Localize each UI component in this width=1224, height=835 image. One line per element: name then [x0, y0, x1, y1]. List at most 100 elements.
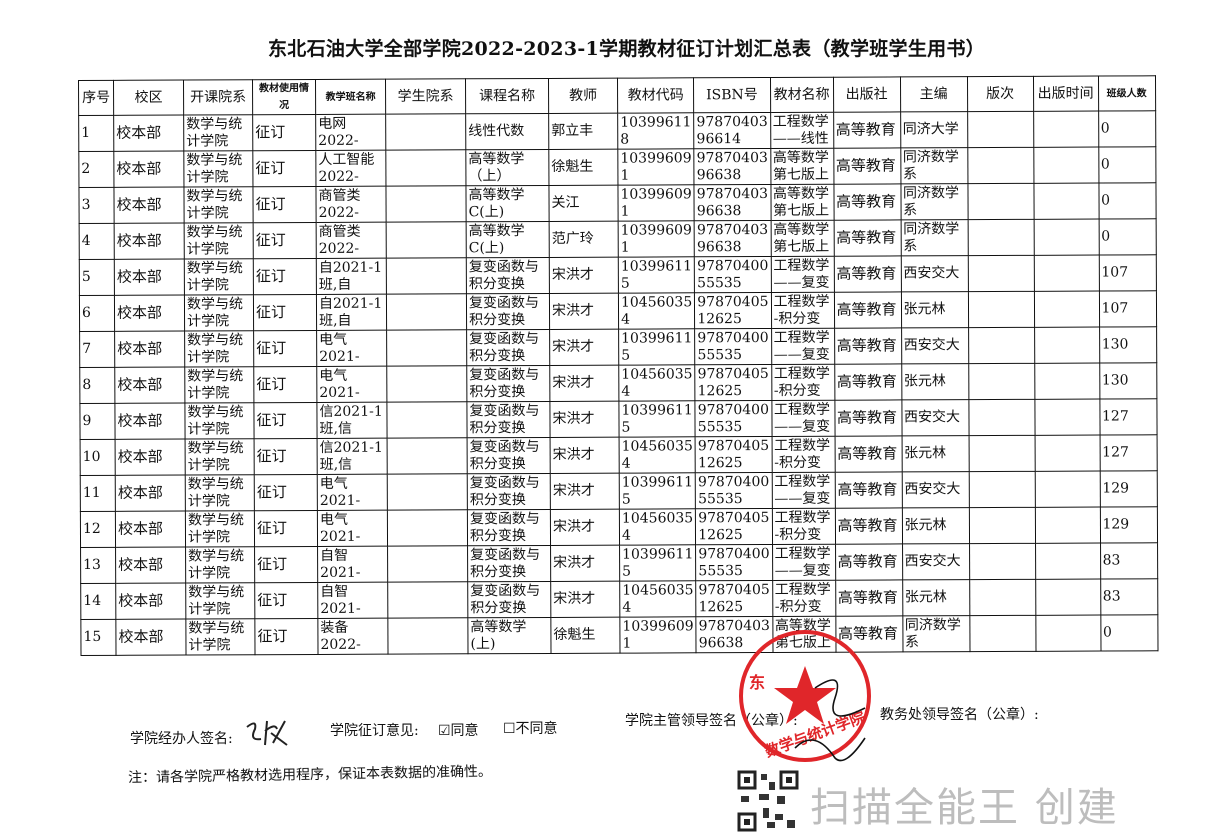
column-header: 教学班名称 [315, 79, 386, 115]
table-cell: 工程数学 -积分变 [771, 436, 835, 473]
table-cell: 宋洪才 [550, 545, 620, 582]
column-header: 出版时间 [1033, 76, 1099, 112]
table-cell: 同济数学 系 [900, 219, 968, 256]
table-cell: 97870400 55535 [695, 472, 772, 509]
table-cell: 徐魁生 [550, 617, 621, 654]
table-cell: 数学与统 计学院 [185, 510, 255, 548]
table-cell [1035, 543, 1101, 580]
leader-signature-label: 学院主管领导签名（公章）: [625, 713, 798, 729]
table-cell: 10456035 4 [618, 364, 696, 402]
table-cell: 校本部 [114, 223, 185, 260]
table-cell: 校本部 [113, 187, 185, 224]
table-cell: 97870400 55535 [694, 328, 772, 365]
disagree-checkbox[interactable]: ☐不同意 [503, 721, 558, 737]
column-header: 出版社 [833, 76, 901, 113]
table-cell: 高等教育 [835, 543, 903, 581]
table-cell: 复变函数与 积分变换 [466, 365, 550, 402]
table-cell: 14 [80, 583, 116, 620]
table-cell: 复变函数与 积分变换 [466, 329, 550, 366]
table-cell [967, 291, 1035, 328]
table-cell: 129 [1099, 506, 1158, 544]
table-cell [387, 581, 468, 619]
table-cell: 校本部 [114, 331, 185, 368]
table-cell: 商管类 2022- [315, 186, 387, 223]
table-cell: 宋洪才 [549, 257, 619, 294]
table-cell: 10399609 1 [617, 184, 695, 222]
table-cell: 高等数学 第七版上 [770, 184, 834, 221]
table-cell: 征订 [254, 618, 319, 655]
table-cell: 工程数学 ——复变 [771, 328, 835, 365]
table-cell: 97870403 96638 [694, 220, 771, 257]
table-cell: 12 [80, 511, 116, 548]
table-cell: 10399611 5 [619, 544, 696, 582]
table-cell [967, 147, 1034, 184]
table-cell: 高等教育 [834, 507, 903, 545]
table-cell [1033, 291, 1100, 328]
table-cell: 数学与统 计学院 [184, 222, 254, 260]
table-cell: 工程数学 -积分变 [771, 364, 835, 401]
handler-signature-label: 学院经办人签名: [130, 731, 233, 747]
table-cell: 电气 2021- [317, 510, 388, 547]
table-cell: 征订 [253, 402, 318, 439]
table-cell: 高等教育 [833, 147, 901, 185]
table-cell: 西安交大 [901, 471, 969, 508]
table-cell: 高等教育 [834, 327, 902, 365]
table-cell: 西安交大 [902, 543, 970, 580]
table-cell [1033, 147, 1099, 184]
table-cell: 征订 [254, 474, 318, 511]
table-cell: 张元林 [900, 291, 969, 328]
table-cell: 高等教育 [833, 111, 901, 149]
table-cell [386, 329, 467, 367]
document-title: 东北石油大学全部学院2022-2023-1学期教材征订计划汇总表（教学班学生用书… [268, 38, 986, 60]
table-cell: 107 [1098, 254, 1156, 292]
column-header: 学生院系 [385, 78, 466, 115]
table-cell: 0 [1098, 110, 1156, 148]
table-cell: 征订 [254, 582, 318, 619]
table-cell: 装备 2022- [317, 618, 389, 655]
agree-checkbox[interactable]: ☑同意 [438, 723, 479, 739]
table-cell [387, 509, 468, 547]
table-cell: 电网 2022- [315, 114, 386, 151]
table-cell [969, 543, 1036, 580]
table-cell: 高等教育 [833, 291, 902, 329]
table-cell: 校本部 [115, 583, 186, 620]
table-cell: 宋洪才 [550, 437, 620, 474]
table-cell: 张元林 [901, 507, 970, 544]
table-cell: 127 [1099, 434, 1157, 472]
table-cell: 同济数学 系 [900, 147, 968, 184]
table-cell [385, 149, 466, 187]
table-cell: 自智 2021- [317, 546, 388, 583]
table-cell: 电气 2021- [316, 330, 387, 367]
table-cell: 数学与统 计学院 [184, 330, 254, 368]
table-cell: 数学与统 计学院 [183, 186, 254, 224]
table-cell: 复变函数与 积分变换 [467, 545, 551, 582]
table-cell: 高等教育 [833, 219, 901, 257]
table-cell [1033, 183, 1099, 220]
table-cell [1034, 471, 1100, 508]
table-cell [968, 399, 1035, 436]
table-cell: 校本部 [115, 439, 186, 476]
table-cell [385, 113, 466, 151]
table-cell: 张元林 [902, 579, 970, 616]
table-cell: 复变函数与 积分变换 [467, 473, 551, 510]
table-cell: 校本部 [114, 367, 185, 404]
table-cell: 西安交大 [901, 327, 969, 364]
table-cell [967, 183, 1034, 220]
table-cell: 高等数学 第七版上 [770, 220, 834, 257]
column-header: 主编 [900, 76, 968, 112]
table-cell: 数学与统 计学院 [185, 618, 256, 656]
table-cell [967, 111, 1034, 148]
table-cell: 线性代数 [465, 113, 549, 150]
table-cell: 高等数学 C(上) [466, 221, 550, 258]
table-cell: 97870405 12625 [695, 580, 773, 617]
table-cell [968, 435, 1035, 472]
table-cell: 关江 [548, 185, 619, 222]
table-cell: 工程数学 ——复变 [771, 400, 835, 437]
table-row: 7 校本部 数学与统 计学院 征订 电气 2021- 复变函数与 积分变换 宋洪才 10399… [79, 326, 1157, 368]
table-cell: 征订 [252, 186, 317, 223]
table-cell: 宋洪才 [550, 509, 620, 546]
table-cell: 复变函数与 积分变换 [467, 509, 551, 546]
table-row: 4 校本部 数学与统 计学院 征订 商管类 2022- 高等数学 C(上) 范广玲 10399… [79, 218, 1156, 260]
table-cell: 97870405 12625 [695, 508, 773, 545]
table-row: 12 校本部 数学与统 计学院 征订 电气 2021- 复变函数与 积分变换 宋洪才 1045… [80, 506, 1158, 548]
